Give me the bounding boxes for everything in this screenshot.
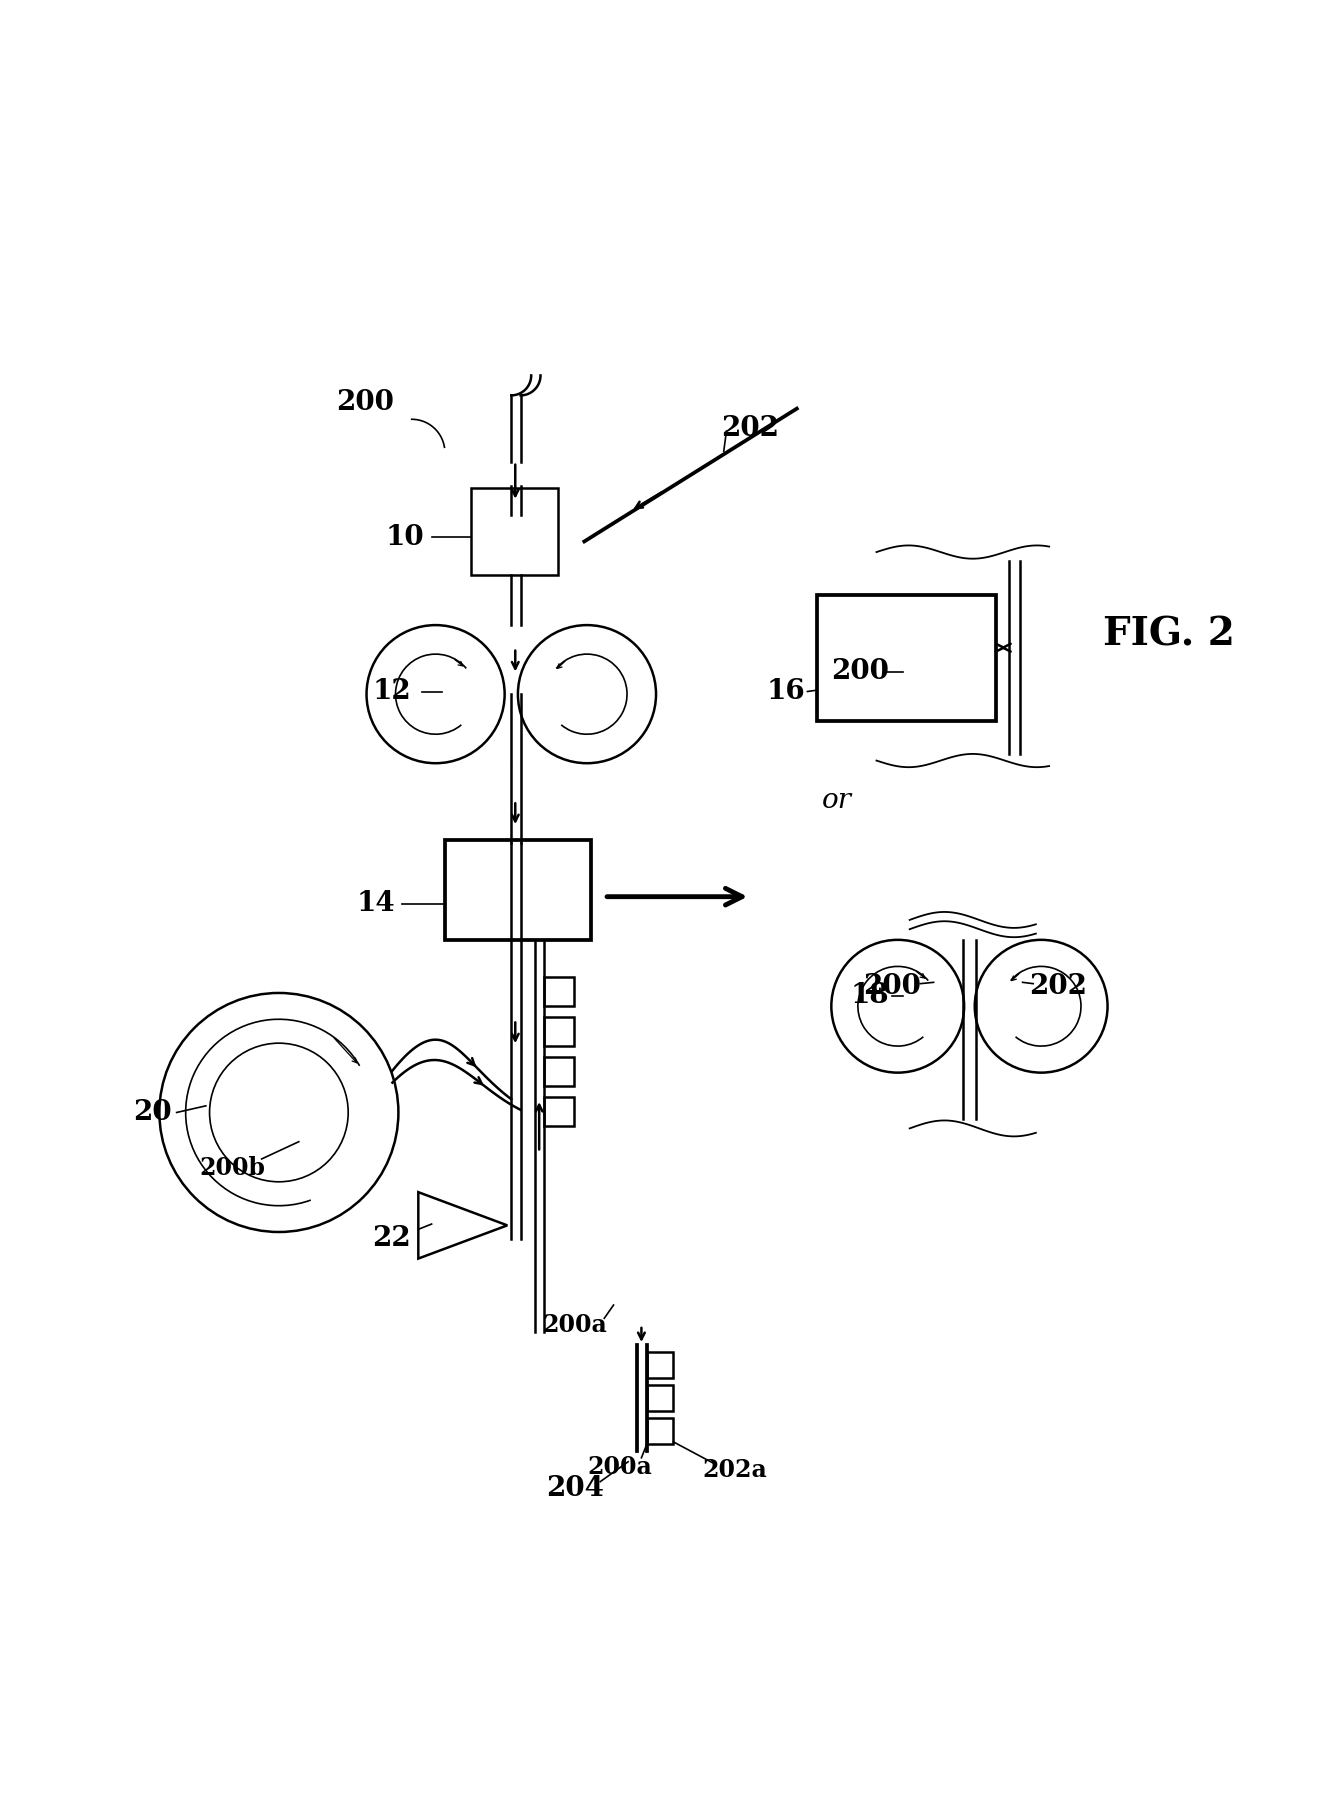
Text: 200: 200: [336, 389, 394, 416]
Bar: [647, 1418, 673, 1444]
Bar: [647, 1352, 673, 1379]
Text: or: or: [822, 787, 851, 814]
Text: 14: 14: [356, 891, 396, 918]
Bar: [544, 1096, 574, 1125]
Bar: [471, 488, 558, 574]
Text: 200a: 200a: [588, 1454, 652, 1480]
Text: 202a: 202a: [703, 1458, 766, 1481]
Text: 10: 10: [385, 524, 425, 551]
Text: 202: 202: [721, 416, 780, 443]
Text: 18: 18: [850, 983, 890, 1010]
Bar: [544, 1017, 574, 1046]
Bar: [817, 594, 996, 720]
Bar: [544, 1057, 574, 1085]
Text: 12: 12: [372, 679, 412, 706]
Bar: [647, 1384, 673, 1411]
Text: 200: 200: [863, 972, 922, 999]
Text: 16: 16: [766, 679, 806, 706]
Text: 200b: 200b: [199, 1156, 266, 1181]
Text: 200a: 200a: [543, 1312, 607, 1337]
Bar: [544, 977, 574, 1006]
Text: 22: 22: [372, 1226, 412, 1253]
Text: 200: 200: [831, 659, 890, 686]
Bar: [445, 841, 591, 940]
Text: 20: 20: [133, 1100, 173, 1127]
Text: 202: 202: [1029, 972, 1088, 999]
Text: 204: 204: [546, 1474, 604, 1501]
Text: FIG. 2: FIG. 2: [1102, 616, 1235, 653]
